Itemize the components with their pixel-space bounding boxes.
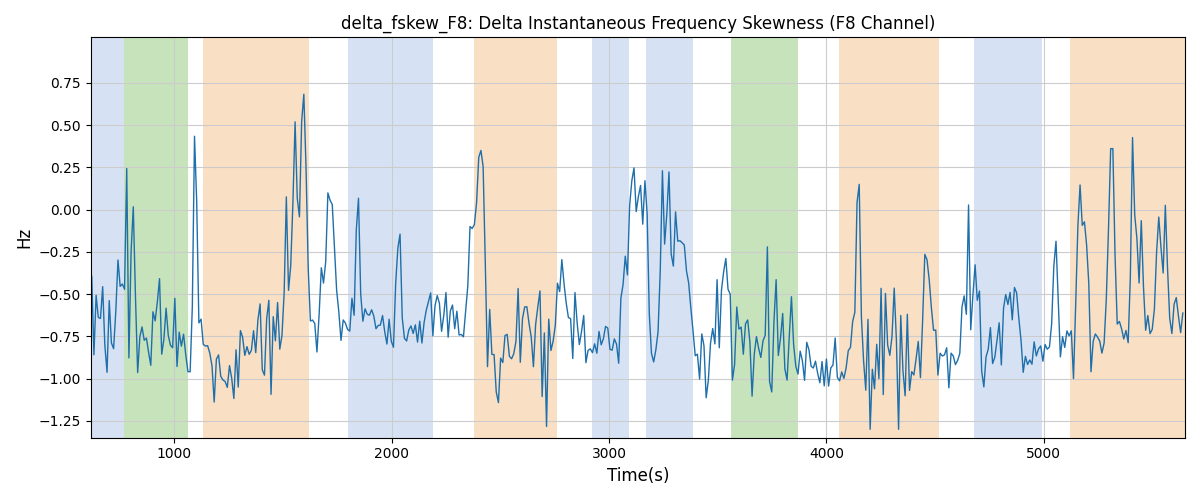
Bar (974, 38, 1042, 438)
Bar (592, 38, 629, 438)
Bar (203, 38, 310, 438)
X-axis label: Time(s): Time(s) (606, 467, 670, 485)
Bar (646, 38, 692, 438)
Bar (474, 38, 557, 438)
Bar (91, 38, 125, 438)
Bar (125, 38, 188, 438)
Bar (348, 38, 433, 438)
Bar (840, 38, 940, 438)
Bar (1070, 38, 1186, 438)
Bar (731, 38, 798, 438)
Title: delta_fskew_F8: Delta Instantaneous Frequency Skewness (F8 Channel): delta_fskew_F8: Delta Instantaneous Freq… (341, 15, 935, 34)
Y-axis label: Hz: Hz (14, 227, 34, 248)
